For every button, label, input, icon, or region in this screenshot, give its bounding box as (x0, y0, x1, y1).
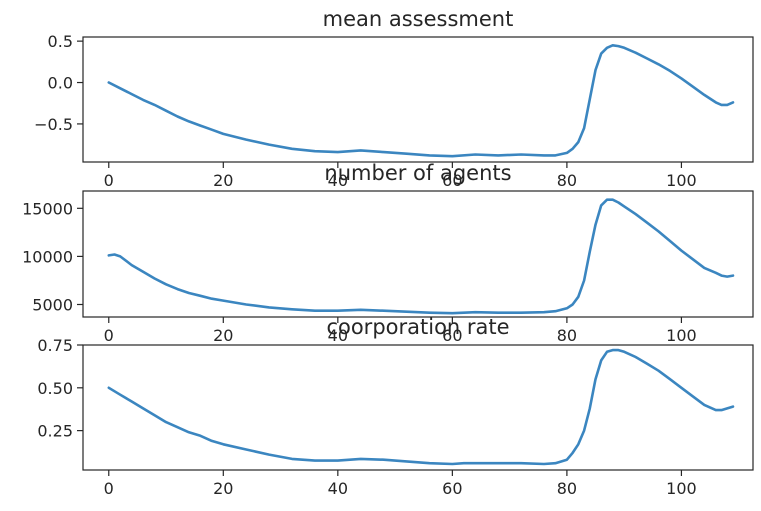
title-coorporation-rate: coorporation rate (326, 315, 509, 339)
ticks-number-of-agents: 0 20 40 60 80 100 15000 10000 5000 (22, 199, 697, 345)
x-tick-label: 60 (442, 479, 462, 498)
y-tick-label: 0.25 (37, 422, 73, 441)
y-tick-label: −0.5 (34, 115, 73, 134)
plot-area-number-of-agents (82, 190, 754, 318)
panel-number-of-agents: 0 20 40 60 80 100 15000 10000 5000 (22, 190, 754, 345)
y-tick-label: 0.5 (48, 32, 73, 51)
ticks-mean-assessment: 0 20 40 60 80 100 0.5 0.0 −0.5 (34, 32, 697, 190)
x-tick-label: 80 (557, 479, 577, 498)
plot-area-mean-assessment (82, 36, 754, 163)
x-tick-label: 80 (557, 326, 577, 345)
x-tick-label: 20 (213, 479, 233, 498)
plot-area-coorporation-rate (82, 344, 754, 471)
x-tick-label: 0 (104, 171, 114, 190)
y-tick-label: 5000 (32, 295, 73, 314)
x-tick-label: 60 (442, 326, 462, 345)
x-tick-label: 20 (213, 326, 233, 345)
y-tick-label: 0.75 (37, 336, 73, 355)
y-tick-label: 15000 (22, 199, 73, 218)
y-tick-label: 0.0 (48, 74, 73, 93)
x-tick-label: 40 (328, 171, 348, 190)
x-tick-label: 40 (328, 326, 348, 345)
x-tick-label: 20 (213, 171, 233, 190)
series-line-coorporation-rate (107, 348, 735, 466)
x-tick-label: 80 (557, 171, 577, 190)
x-tick-label: 60 (442, 171, 462, 190)
x-tick-label: 0 (104, 326, 114, 345)
series-line-mean-assessment (107, 44, 735, 158)
x-tick-label: 0 (104, 479, 114, 498)
panel-coorporation-rate: 0 20 40 60 80 100 0.75 0.50 0.25 (37, 336, 754, 498)
y-tick-label: 0.50 (37, 379, 73, 398)
title-number-of-agents: number of agents (324, 161, 511, 185)
x-tick-label: 100 (666, 326, 697, 345)
panel-mean-assessment: 0 20 40 60 80 100 0.5 0.0 −0.5 (34, 32, 754, 190)
series-line-number-of-agents (107, 198, 735, 315)
title-mean-assessment: mean assessment (323, 7, 514, 31)
x-tick-label: 100 (666, 171, 697, 190)
ticks-coorporation-rate: 0 20 40 60 80 100 0.75 0.50 0.25 (37, 336, 696, 498)
x-tick-label: 40 (328, 479, 348, 498)
x-tick-label: 100 (666, 479, 697, 498)
y-tick-label: 10000 (22, 247, 73, 266)
